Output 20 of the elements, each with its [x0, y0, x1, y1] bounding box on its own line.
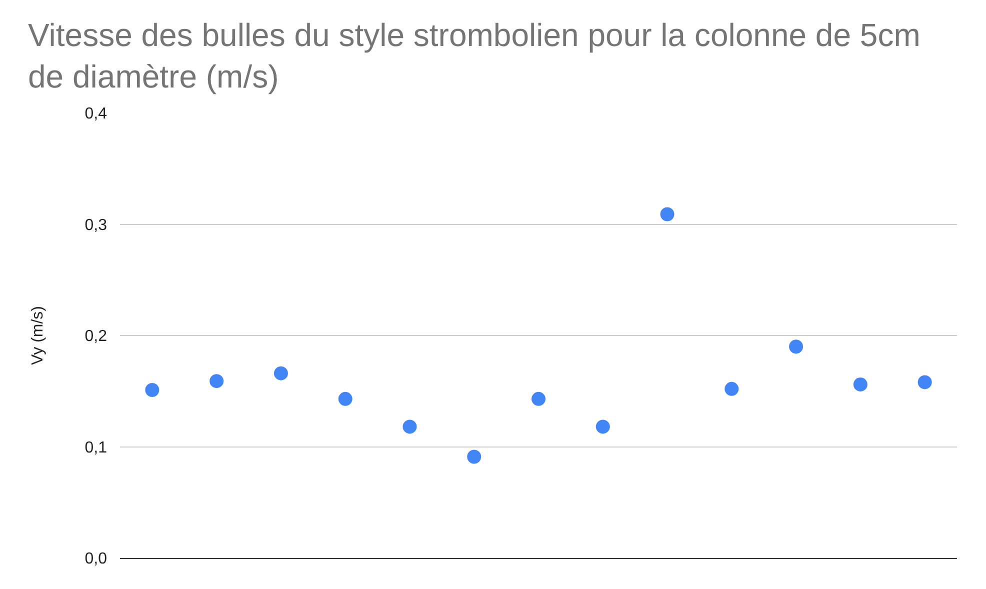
point: [402, 420, 417, 434]
point: [853, 377, 868, 392]
point: [338, 392, 352, 406]
point: [210, 374, 224, 388]
y-tick-label: 0,1: [84, 439, 108, 456]
y-tick-label: 0,4: [84, 106, 108, 123]
point: [724, 382, 739, 396]
chart-title: Vitesse des bulles du style strombolien pour la colonne de 5cm de diamètre (m/s): [28, 17, 920, 95]
point: [532, 392, 546, 406]
point: [596, 420, 610, 434]
point: [145, 383, 160, 398]
point: [660, 207, 674, 222]
y-tick-label: 0,2: [84, 328, 108, 346]
y-tick-label: 0,3: [84, 216, 108, 234]
y-axis-title: Vy (m/s): [30, 306, 47, 365]
point: [918, 375, 932, 390]
point: [789, 340, 804, 354]
point: [274, 366, 288, 380]
point: [467, 450, 482, 464]
y-tick-label: 0,0: [84, 550, 108, 568]
